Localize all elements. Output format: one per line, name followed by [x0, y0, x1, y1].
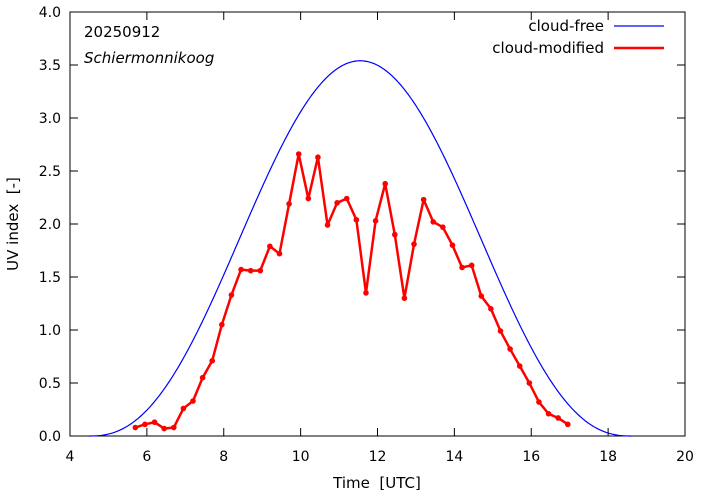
data-point-cloud-modified: [132, 424, 139, 431]
data-point-cloud-modified: [392, 231, 398, 238]
x-tick-label: 8: [219, 449, 228, 465]
x-tick-label: 20: [676, 449, 694, 465]
x-tick-label: 10: [292, 449, 310, 465]
data-point-cloud-modified: [459, 264, 465, 271]
legend-label-cloud-modified: cloud-modified: [492, 39, 604, 57]
data-point-cloud-modified: [209, 357, 216, 364]
data-point-cloud-modified: [564, 421, 571, 428]
data-point-cloud-modified: [334, 200, 340, 206]
data-point-cloud-modified: [286, 201, 292, 207]
data-point-cloud-modified: [353, 216, 360, 223]
data-point-cloud-modified: [161, 425, 167, 432]
x-tick-label: 18: [599, 449, 617, 465]
data-point-cloud-modified: [199, 374, 206, 381]
data-point-cloud-modified: [151, 419, 158, 426]
y-tick-label: 4.0: [39, 5, 61, 21]
y-tick-label: 3.5: [39, 58, 61, 74]
series-layer: [89, 60, 632, 437]
data-point-cloud-modified: [536, 399, 542, 405]
x-tick-label: 12: [369, 449, 387, 465]
y-tick-label: 1.5: [39, 270, 61, 286]
y-tick-label: 2.0: [39, 217, 61, 233]
data-point-cloud-modified: [382, 180, 388, 187]
legend: cloud-free cloud-modified: [492, 17, 664, 57]
data-point-cloud-modified: [526, 380, 533, 386]
date-label: 20250912: [84, 23, 160, 41]
data-point-cloud-modified: [343, 195, 350, 202]
data-point-cloud-modified: [170, 424, 177, 431]
data-point-cloud-modified: [440, 224, 446, 230]
data-point-cloud-modified: [267, 243, 273, 250]
data-point-cloud-modified: [420, 196, 427, 203]
data-point-cloud-modified: [430, 219, 437, 225]
data-point-cloud-modified: [142, 421, 148, 428]
data-point-cloud-modified: [180, 405, 187, 412]
y-tick-label: 0.5: [39, 376, 61, 392]
y-tick-label: 0.0: [39, 429, 61, 445]
data-point-cloud-modified: [497, 328, 504, 334]
data-point-cloud-modified: [449, 242, 456, 248]
data-point-cloud-modified: [257, 267, 264, 274]
series-line-cloud-modified: [134, 152, 569, 430]
data-point-cloud-modified: [488, 306, 494, 312]
location-label: Schiermonnikoog: [84, 49, 214, 67]
data-point-cloud-modified: [295, 151, 302, 157]
data-point-cloud-modified: [238, 266, 244, 273]
legend-label-cloud-free: cloud-free: [528, 17, 604, 35]
data-point-cloud-modified: [401, 295, 408, 302]
data-point-cloud-modified: [219, 321, 225, 328]
x-tick-label: 14: [445, 449, 463, 465]
data-point-cloud-modified: [190, 398, 196, 404]
data-point-cloud-modified: [276, 250, 283, 257]
data-point-cloud-modified: [315, 154, 321, 161]
data-point-cloud-modified: [516, 363, 523, 369]
data-point-cloud-modified: [478, 293, 485, 299]
data-point-cloud-modified: [555, 415, 561, 421]
plot-frame: [69, 11, 686, 437]
data-point-cloud-modified: [468, 262, 475, 269]
data-point-cloud-modified: [324, 222, 331, 228]
data-point-cloud-modified: [228, 292, 235, 298]
x-tick-label: 4: [66, 449, 75, 465]
x-axis-title: Time [UTC]: [332, 474, 421, 492]
data-point-cloud-modified: [305, 195, 312, 202]
data-point-cloud-modified: [411, 241, 417, 247]
data-point-cloud-modified: [507, 346, 513, 352]
y-tick-label: 1.0: [39, 323, 61, 339]
x-tick-label: 16: [522, 449, 540, 465]
y-tick-label: 3.0: [39, 111, 61, 127]
y-tick-label: 2.5: [39, 164, 61, 180]
data-point-cloud-modified: [545, 410, 552, 417]
data-point-cloud-modified: [372, 218, 379, 224]
data-point-cloud-modified: [247, 267, 254, 274]
data-point-cloud-modified: [363, 290, 369, 296]
x-tick-label: 6: [142, 449, 151, 465]
series-line-cloud-free: [89, 60, 632, 437]
y-axis-title: UV index [-]: [4, 177, 22, 271]
ticks-layer: 4 6 8 10 12 14 16 18 20 0.0 0.5 1.0 1.5 2.0 2.5 3.0 3.5 4…: [39, 5, 694, 465]
